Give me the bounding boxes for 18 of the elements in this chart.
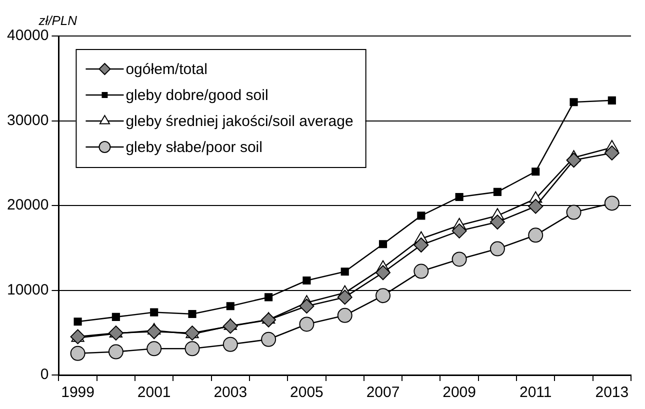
legend-label: gleby słabe/poor soil <box>126 139 262 156</box>
legend-label: gleby dobre/good soil <box>126 87 268 104</box>
y-tick-label: 30000 <box>6 112 49 129</box>
legend-label: gleby średniej jakości/soil average <box>126 113 354 130</box>
x-tick-label: 2013 <box>595 384 629 402</box>
y-tick-label: 20000 <box>6 196 49 214</box>
y-tick-label: 0 <box>40 366 49 384</box>
x-tick-label: 2001 <box>137 384 171 402</box>
y-tick-label: 10000 <box>6 281 49 298</box>
x-tick-label: 2011 <box>519 384 552 402</box>
legend-label: ogółem/total <box>126 61 208 78</box>
x-tick-label: 2009 <box>442 384 476 402</box>
x-tick-label: 2005 <box>290 384 324 402</box>
x-tick-label: 2007 <box>366 384 400 402</box>
x-tick-label: 1999 <box>61 384 94 402</box>
y-axis-title: zł/PLN <box>38 13 78 28</box>
x-tick-label: 2003 <box>214 384 248 402</box>
y-tick-label: 40000 <box>6 27 49 44</box>
